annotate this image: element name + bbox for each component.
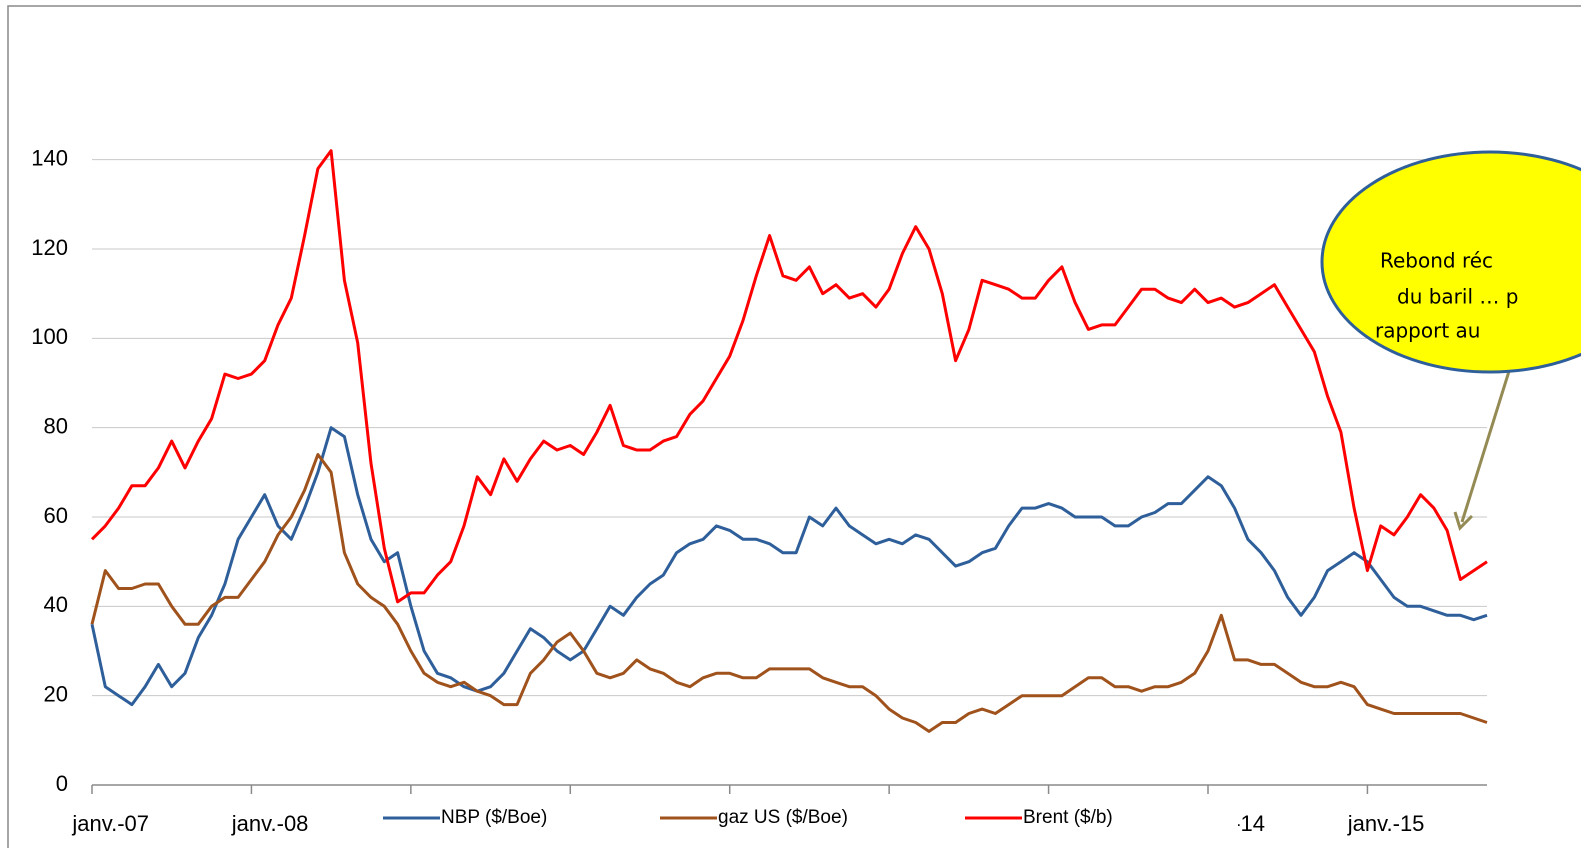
y-tick-label: 80 [44,413,68,438]
y-tick-label: 40 [44,592,68,617]
y-tick-label: 140 [31,145,68,170]
x-tick-label: janv.-07 [71,811,149,836]
callout-text: rapport au [1375,319,1480,343]
chart-frame [7,5,1581,848]
legend: NBP ($/Boe) gaz US ($/Boe) Brent ($/b) [318,798,1238,848]
legend-label: NBP ($/Boe) [441,807,547,828]
callout-arrowhead [1453,511,1474,531]
y-tick-label: 20 [44,681,68,706]
x-tick-label: janv.-15 [1347,811,1425,836]
callout-text: Rebond réc [1380,249,1493,273]
callout: Rebond réc du baril … p rapport au [1320,150,1581,531]
x-tick-label: janv.-08 [231,811,309,836]
callout-bubble [1320,150,1581,374]
y-tick-label: 120 [31,235,68,260]
callout-text: du baril … p [1397,285,1518,309]
x-tick-label: -14 [1233,811,1265,836]
series-line [90,426,1488,707]
series-line [90,149,1488,604]
y-tick-label: 0 [56,771,68,796]
y-tick-label: 60 [44,503,68,528]
series-line [90,453,1488,733]
legend-label: gaz US ($/Boe) [718,807,848,828]
legend-label: Brent ($/b) [1023,807,1113,828]
legend-box [318,798,1238,848]
y-tick-label: 100 [31,324,68,349]
callout-arrow [1460,367,1512,523]
